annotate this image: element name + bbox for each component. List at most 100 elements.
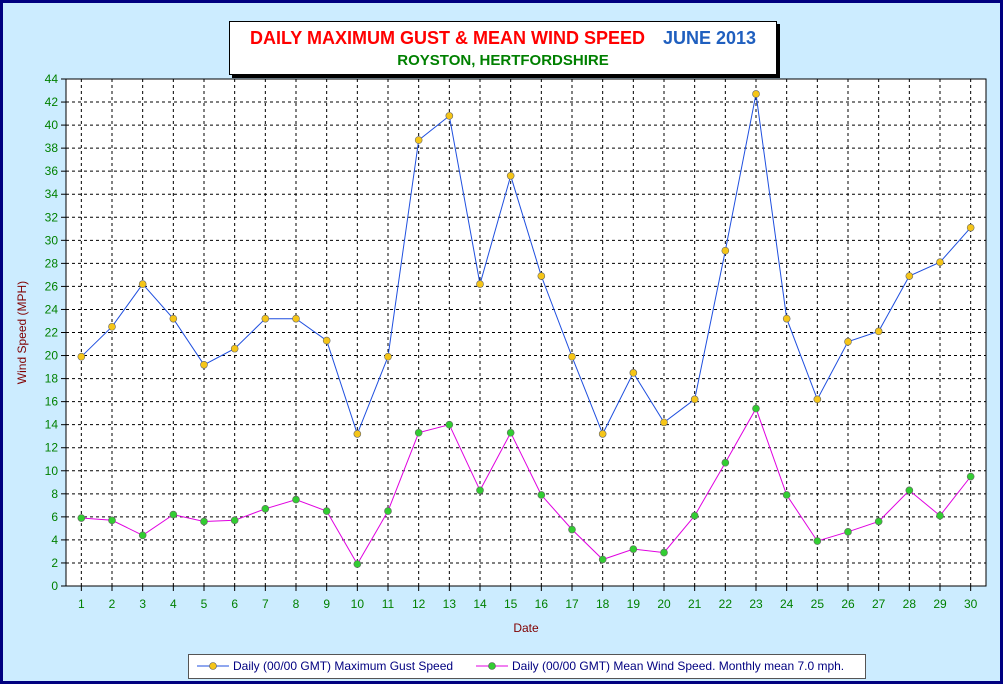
mean-data-point: [353, 560, 362, 568]
x-tick-label: 20: [657, 597, 671, 611]
mean-data-point: [752, 404, 760, 413]
mean-data-point: [200, 517, 208, 526]
y-tick-label: 2: [51, 556, 58, 570]
mean-data-point: [660, 548, 668, 557]
mean-data-point: [537, 491, 546, 499]
x-tick-label: 30: [964, 597, 978, 611]
gust-data-point: [537, 272, 546, 280]
gust-data-point: [660, 418, 668, 427]
y-tick-label: 32: [45, 210, 59, 224]
y-tick-label: 6: [51, 510, 58, 524]
gust-data-point: [261, 314, 270, 323]
legend-gust-marker-icon: [197, 662, 229, 670]
x-tick-label: 25: [811, 597, 825, 611]
gust-data-point: [721, 246, 730, 255]
y-tick-label: 8: [51, 487, 58, 501]
gust-data-point: [905, 272, 914, 280]
x-tick-label: 14: [473, 597, 487, 611]
mean-data-point: [77, 514, 86, 522]
gust-data-point: [384, 352, 392, 361]
mean-data-point: [936, 511, 944, 520]
x-tick-label: 6: [231, 597, 238, 611]
mean-data-point: [721, 458, 730, 467]
x-tick-label: 15: [504, 597, 518, 611]
gust-data-point: [690, 395, 699, 404]
title-text: DAILY MAXIMUM GUST & MEAN WIND SPEED: [249, 28, 645, 48]
x-tick-label: 24: [780, 597, 794, 611]
mean-data-point: [108, 516, 116, 525]
y-tick-label: 4: [51, 533, 58, 547]
x-tick-label: 10: [351, 597, 365, 611]
gust-data-point: [506, 171, 515, 180]
y-tick-label: 24: [45, 302, 59, 316]
y-tick-label: 12: [45, 441, 59, 455]
x-tick-label: 7: [262, 597, 269, 611]
y-axis-label: Wind Speed (MPH): [15, 281, 29, 384]
x-tick-label: 11: [382, 597, 395, 611]
mean-data-point: [292, 495, 300, 504]
gust-data-point: [844, 337, 852, 346]
x-tick-label: 19: [627, 597, 641, 611]
mean-data-point: [476, 486, 484, 495]
mean-data-point: [414, 428, 423, 437]
x-axis-label: Date: [513, 621, 539, 635]
mean-data-point: [445, 420, 454, 429]
y-tick-label: 10: [45, 464, 59, 478]
gust-data-point: [874, 327, 883, 336]
plot-area: [65, 78, 987, 587]
x-tick-label: 23: [749, 597, 763, 611]
y-tick-label: 34: [45, 187, 59, 201]
y-tick-label: 42: [45, 95, 59, 109]
gust-data-point: [77, 352, 86, 361]
x-tick-label: 27: [872, 597, 886, 611]
x-tick-label: 5: [201, 597, 208, 611]
x-tick-label: 16: [535, 597, 549, 611]
x-tick-label: 28: [903, 597, 917, 611]
x-tick-label: 1: [78, 597, 85, 611]
x-tick-label: 17: [565, 597, 579, 611]
mean-data-point: [598, 555, 607, 564]
gust-data-point: [200, 360, 208, 369]
chart-plot: 0246810121416182022242628303234363840424…: [15, 72, 987, 635]
x-tick-label: 4: [170, 597, 177, 611]
y-tick-label: 36: [45, 164, 59, 178]
gust-data-point: [138, 280, 147, 288]
x-tick-label: 26: [841, 597, 855, 611]
y-tick-label: 14: [45, 418, 59, 432]
legend-item-mean: Daily (00/00 GMT) Mean Wind Speed. Month…: [476, 658, 844, 673]
mean-data-point: [813, 537, 822, 545]
x-tick-label: 22: [719, 597, 733, 611]
mean-data-point: [844, 528, 852, 536]
mean-data-point: [322, 507, 331, 515]
gust-data-point: [966, 223, 975, 232]
x-tick-label: 21: [688, 597, 702, 611]
mean-series-line: [81, 407, 972, 566]
gust-data-point: [445, 112, 454, 120]
y-tick-label: 22: [45, 326, 59, 340]
y-tick-label: 0: [51, 579, 58, 593]
mean-data-point: [874, 517, 883, 526]
gust-data-point: [936, 258, 944, 267]
x-tick-label: 8: [293, 597, 300, 611]
chart-title: DAILY MAXIMUM GUST & MEAN WIND SPEED JUNE…: [230, 28, 776, 49]
gridlines: [66, 79, 986, 586]
gust-data-point: [353, 430, 362, 438]
legend: Daily (00/00 GMT) Maximum Gust Speed Dai…: [188, 654, 866, 679]
gust-data-point: [752, 90, 760, 98]
axes: 0246810121416182022242628303234363840424…: [45, 72, 978, 611]
mean-data-point: [966, 472, 975, 481]
chart-subtitle: ROYSTON, HERTFORDSHIRE: [397, 52, 609, 69]
mean-data-point: [169, 510, 178, 519]
legend-mean-label: Daily (00/00 GMT) Mean Wind Speed. Month…: [512, 658, 845, 673]
gust-data-point: [782, 314, 791, 323]
gust-data-point: [414, 136, 423, 144]
y-tick-label: 26: [45, 279, 59, 293]
mean-data-point: [506, 428, 515, 437]
title-month: JUNE 2013: [662, 28, 757, 48]
legend-gust-label: Daily (00/00 GMT) Maximum Gust Speed: [233, 658, 454, 673]
y-tick-label: 20: [45, 349, 59, 363]
y-tick-label: 28: [45, 256, 59, 270]
legend-item-gust: Daily (00/00 GMT) Maximum Gust Speed: [197, 658, 453, 673]
gust-data-point: [169, 314, 178, 323]
